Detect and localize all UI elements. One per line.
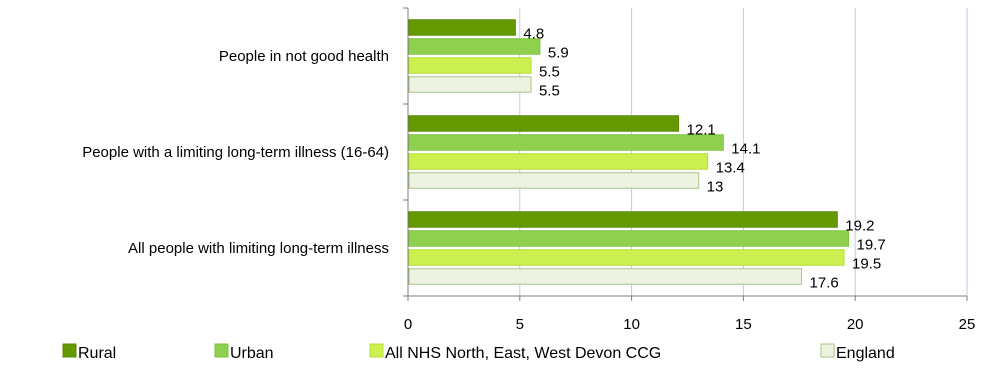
legend-label: England: [836, 345, 895, 362]
data-label: 5.9: [548, 44, 569, 61]
x-tick-label: 0: [404, 316, 412, 333]
legend-label: All NHS North, East, West Devon CCG: [385, 345, 661, 362]
legend-swatch: [369, 343, 384, 358]
bar-england: [408, 268, 803, 285]
x-axis: 0 5 10 15 20 25: [403, 7, 976, 333]
data-label: 12.1: [687, 121, 716, 138]
bar-rural: [408, 115, 680, 132]
bar-all-nhs-north-east-west-devon-ccg: [408, 249, 845, 266]
bar-urban: [408, 134, 724, 151]
x-tick-label: 20: [847, 316, 864, 333]
bar-england: [408, 172, 700, 189]
bar-urban: [408, 230, 849, 247]
legend-swatch: [820, 343, 835, 358]
x-tick-label: 5: [516, 316, 524, 333]
x-tick-label: 15: [735, 316, 752, 333]
gridlines: [519, 8, 968, 296]
bar-rural: [408, 19, 516, 36]
data-label: 5.5: [539, 63, 560, 80]
legend-swatch: [214, 343, 229, 358]
legend-label: Urban: [230, 345, 274, 362]
legend: Rural Urban All NHS North, East, West Devo…: [62, 343, 895, 362]
bar-all-nhs-north-east-west-devon-ccg: [408, 153, 709, 170]
legend-label: Rural: [78, 345, 116, 362]
x-tick-label: 10: [623, 316, 640, 333]
bar-rural: [408, 211, 838, 228]
category-label: All people with limiting long-term illne…: [128, 240, 389, 257]
category-label: People with a limiting long-term illness…: [82, 144, 389, 161]
bar-urban: [408, 38, 541, 55]
data-label: 17.6: [810, 274, 839, 291]
category-label: People in not good health: [219, 48, 389, 65]
data-label: 19.7: [856, 236, 885, 253]
data-labels: 4.85.9 5.5 5.5 12.1 14.1 13.4 13 19.2 19.7 19.5 17…: [523, 25, 885, 291]
bars: [408, 19, 849, 285]
data-label: 13: [707, 178, 724, 195]
data-label: 19.2: [845, 217, 874, 234]
bar-england: [408, 76, 532, 93]
bar-all-nhs-north-east-west-devon-ccg: [408, 57, 532, 74]
legend-swatch: [62, 343, 77, 358]
category-labels: People in not good health People with a l…: [82, 48, 389, 257]
x-tick-label: 25: [959, 316, 976, 333]
data-label: 14.1: [731, 140, 760, 157]
data-label: 5.5: [539, 82, 560, 99]
data-label: 19.5: [852, 255, 881, 272]
data-label: 13.4: [716, 159, 745, 176]
data-label: 4.8: [523, 25, 544, 42]
